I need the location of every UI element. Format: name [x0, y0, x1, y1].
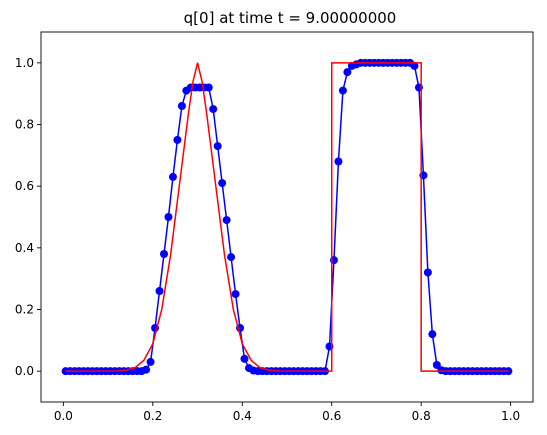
data-point	[240, 354, 249, 363]
plot-frame	[40, 31, 534, 403]
data-point	[334, 157, 343, 166]
data-point	[423, 268, 432, 277]
data-point	[164, 213, 173, 221]
data-point	[209, 105, 218, 114]
y-tick-label: 0.0	[15, 364, 34, 378]
y-tick-label: 0.2	[15, 303, 34, 317]
data-point	[222, 216, 231, 225]
y-tick-label: 0.8	[15, 118, 34, 132]
chart-title: q[0] at time t = 9.00000000	[184, 9, 397, 27]
data-point	[213, 142, 222, 151]
data-point	[338, 86, 347, 95]
y-tick-label: 0.4	[15, 241, 34, 255]
series-numerical-line	[65, 62, 509, 372]
x-tick-label: 1.0	[501, 409, 520, 423]
data-point	[218, 179, 227, 188]
x-tick-label: 0.8	[412, 409, 431, 423]
x-tick-label: 0.0	[54, 409, 73, 423]
data-point	[160, 250, 168, 258]
data-point	[343, 68, 352, 77]
axes: 0.0 0.2 0.4 0.6 0.8 1.0 0.0 0.2 0.4 0.6 0.8 1.0	[15, 31, 534, 423]
data-point	[168, 172, 177, 181]
data-point	[432, 361, 441, 369]
data-point	[146, 357, 155, 366]
data-point	[428, 330, 437, 339]
data-point	[142, 365, 151, 374]
data-point	[227, 253, 236, 262]
series-exact-line	[65, 62, 509, 372]
data-point	[177, 102, 186, 110]
data-point	[410, 61, 419, 70]
x-tick-label: 0.4	[233, 409, 252, 423]
data-point	[173, 135, 182, 144]
x-tick-label: 0.2	[143, 409, 162, 423]
x-tick-label: 0.6	[322, 409, 341, 423]
y-tick-label: 1.0	[15, 56, 34, 70]
plot-markers	[61, 58, 513, 376]
data-point	[504, 367, 513, 376]
plot-lines	[65, 62, 509, 372]
data-point	[204, 83, 213, 92]
y-tick-label: 0.6	[15, 179, 34, 193]
data-point	[155, 287, 164, 295]
data-point	[231, 290, 240, 299]
